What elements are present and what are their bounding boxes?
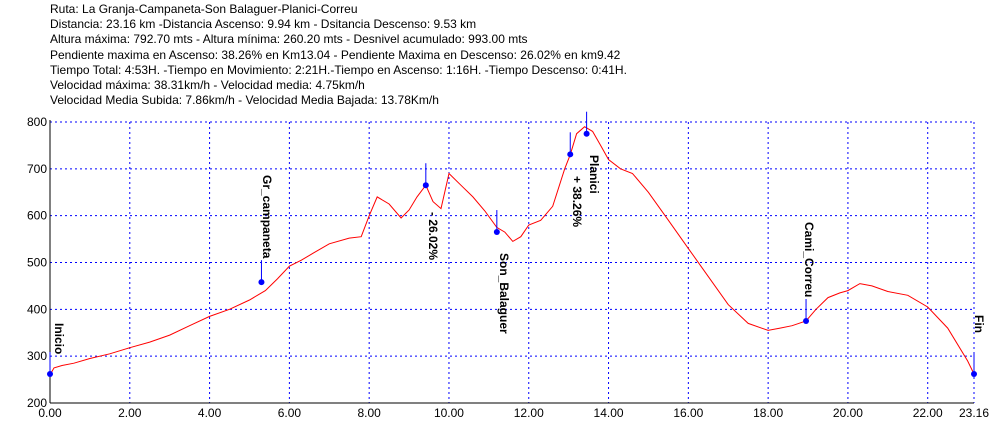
chart-axes [49, 120, 974, 404]
x-tick-label: 4.00 [198, 406, 222, 420]
altitude-info: Altura máxima: 792.70 mts - Altura mínim… [50, 32, 528, 47]
x-tick-label: 23.16 [959, 406, 989, 420]
slope-info: Pendiente maxima en Ascenso: 38.26% en K… [50, 47, 621, 62]
y-tick-label: 400 [27, 302, 47, 316]
x-tick-label: 12.00 [514, 406, 544, 420]
waypoint-marker [258, 279, 265, 286]
waypoint-label: - 26.02% [426, 212, 440, 260]
x-tick-label: 2.00 [118, 406, 142, 420]
time-info: Tiempo Total: 4:53H. -Tiempo en Movimien… [50, 62, 627, 77]
route-info: Ruta: La Granja-Campaneta-Son Balaguer-P… [50, 2, 627, 108]
waypoint-marker [583, 130, 590, 137]
series-layer [49, 126, 975, 376]
avg-speed-info: Velocidad Media Subida: 7.86km/h - Veloc… [50, 93, 439, 108]
x-tick-label: 16.00 [673, 406, 703, 420]
x-tick-label: 6.00 [278, 406, 302, 420]
waypoint-marker [422, 182, 429, 189]
y-tick-label: 200 [27, 396, 47, 410]
grid-lines [50, 121, 975, 403]
waypoint-label: Planici [587, 155, 601, 194]
x-tick-label: 18.00 [753, 406, 783, 420]
waypoint-label: + 38.26% [570, 176, 584, 227]
waypoint-label: Inicio [52, 323, 66, 354]
x-tick-label: 0.00 [38, 406, 62, 420]
x-tick-label: 8.00 [357, 406, 381, 420]
route-title: Ruta: La Granja-Campaneta-Son Balaguer-P… [50, 2, 358, 16]
elevation-line [49, 126, 975, 376]
x-tick-labels: 0.00 2.00 4.00 6.00 8.00 10.00 12.00 14.00 16.00… [38, 406, 989, 420]
waypoint-marker [971, 370, 977, 377]
waypoint-marker [47, 370, 53, 377]
y-tick-label: 700 [27, 162, 47, 176]
y-tick-label: 500 [27, 256, 47, 270]
x-tick-label: 20.00 [833, 406, 863, 420]
waypoint-marker [567, 151, 574, 158]
speed-info: Velocidad máxima: 38.31km/h - Velocidad … [50, 78, 365, 93]
waypoint-marker [803, 318, 810, 325]
distance-info: Distancia: 23.16 km -Distancia Ascenso: … [50, 17, 477, 32]
waypoint-label: Son_Balaguer [497, 253, 511, 334]
y-tick-labels: 200 300 400 500 600 700 800 [27, 115, 47, 410]
waypoint-label: Fin [972, 315, 986, 333]
waypoint-marker [493, 229, 500, 236]
y-tick-label: 800 [27, 115, 47, 129]
waypoint-label: Cami_Correu [802, 222, 816, 297]
x-tick-label: 10.00 [434, 406, 464, 420]
x-tick-label: 22.00 [913, 406, 943, 420]
waypoint-label: Gr_campaneta [260, 175, 274, 259]
y-tick-label: 300 [27, 349, 47, 363]
x-tick-label: 14.00 [594, 406, 624, 420]
waypoints-layer: Inicio Gr_campaneta - 26.02% Son_Balaguer + … [47, 111, 986, 377]
y-tick-label: 600 [27, 209, 47, 223]
